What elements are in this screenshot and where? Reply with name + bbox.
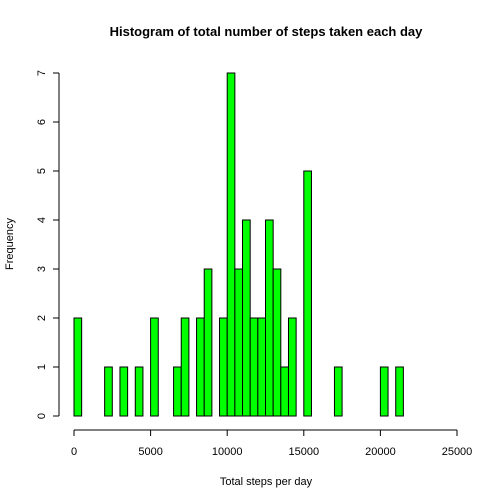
x-tick-label: 25000 <box>442 446 473 458</box>
x-tick-label: 10000 <box>212 446 243 458</box>
histogram-bar <box>258 318 266 416</box>
histogram-bar <box>273 269 281 416</box>
x-tick-label: 15000 <box>289 446 320 458</box>
histogram-bar <box>74 318 82 416</box>
y-tick-label: 2 <box>36 315 48 321</box>
histogram-bar <box>396 367 404 416</box>
y-tick-label: 5 <box>36 168 48 174</box>
y-tick-label: 0 <box>36 413 48 419</box>
histogram-bar <box>304 171 312 416</box>
histogram-bar <box>235 269 243 416</box>
x-axis-label: Total steps per day <box>220 476 313 488</box>
y-tick-label: 4 <box>36 217 48 223</box>
x-tick-label: 0 <box>71 446 77 458</box>
chart-title: Histogram of total number of steps taken… <box>110 24 424 39</box>
histogram-bar <box>243 220 251 416</box>
histogram-bar <box>120 367 128 416</box>
x-tick-label: 5000 <box>138 446 162 458</box>
histogram-bar <box>151 318 159 416</box>
y-tick-label: 3 <box>36 266 48 272</box>
y-tick-label: 7 <box>36 70 48 76</box>
histogram-bar <box>135 367 143 416</box>
histogram-bar <box>197 318 205 416</box>
histogram-bar <box>266 220 274 416</box>
histogram-bar <box>105 367 113 416</box>
histogram-bar <box>334 367 342 416</box>
y-axis-label: Frequency <box>4 218 16 270</box>
histogram-bar <box>220 318 228 416</box>
histogram-bar <box>204 269 212 416</box>
bars-group <box>74 73 403 416</box>
histogram-bar <box>174 367 182 416</box>
y-tick-label: 1 <box>36 364 48 370</box>
histogram-bar <box>380 367 388 416</box>
x-axis: 0 5000 10000 15000 20000 25000 <box>71 430 472 458</box>
histogram-bar <box>288 318 296 416</box>
histogram-bar <box>227 73 235 416</box>
histogram-bar <box>181 318 189 416</box>
histogram-bar <box>250 318 258 416</box>
x-tick-label: 20000 <box>365 446 396 458</box>
y-tick-label: 6 <box>36 119 48 125</box>
histogram-bar <box>281 367 289 416</box>
y-axis: 0 1 2 3 4 5 6 7 <box>36 70 59 419</box>
